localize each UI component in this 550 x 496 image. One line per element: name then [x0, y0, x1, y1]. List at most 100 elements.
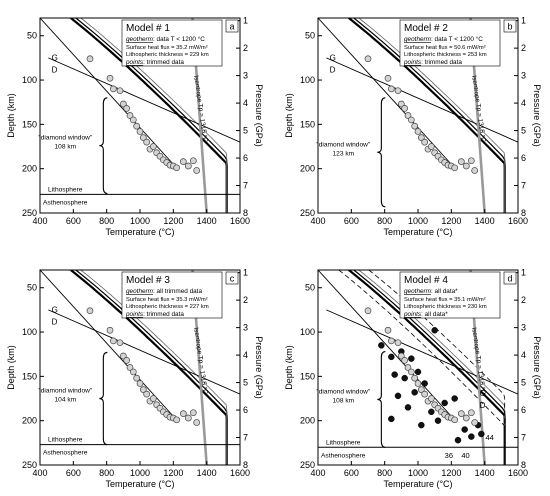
thickness-text: Lithospheric thickness = 253 km	[404, 52, 487, 58]
diamond-window-brace	[99, 351, 108, 446]
diamond-window-depth: 104 km	[55, 397, 77, 404]
extra-data-point	[434, 417, 442, 424]
xenolith-data-point	[387, 85, 395, 93]
xenolith-data-point	[119, 352, 127, 360]
x-tick-label: 400	[32, 468, 47, 478]
xenolith-data-point	[139, 386, 147, 394]
diamond-window-label: "diamond window"	[38, 135, 92, 142]
diamond-window-label: "diamond window"	[38, 388, 92, 395]
xenolith-data-point	[471, 419, 479, 426]
p-tick-label: 4	[521, 98, 526, 108]
p-tick-label: 1	[521, 268, 526, 278]
xenolith-data-point	[179, 410, 187, 417]
x-tick-label: 400	[32, 216, 47, 226]
xenolith-data-point	[417, 386, 425, 394]
geotherm-number: 36	[445, 451, 453, 460]
diamond-window-label: "diamond window"	[316, 388, 370, 395]
extra-data-point	[418, 421, 425, 429]
panel-letter-box	[225, 271, 239, 285]
asthenosphere-label: Asthenosphere	[43, 199, 88, 206]
geotherm-text: : all data*	[431, 288, 458, 295]
p-tick-label: 6	[243, 153, 248, 163]
y-tick-label: 250	[22, 208, 37, 218]
y-tick-label: 100	[300, 75, 315, 85]
geotherm-curve-bound	[358, 18, 506, 213]
thickness-text: Lithospheric thickness = 229 km	[126, 52, 209, 58]
extra-data-point	[394, 392, 402, 400]
extra-data-point	[468, 433, 475, 440]
graphite-diamond-line	[326, 57, 518, 143]
xenolith-data-point	[451, 416, 459, 424]
extra-data-point	[428, 408, 435, 416]
diamond-window-brace	[377, 350, 386, 448]
x-tick-label: 1600	[508, 468, 528, 478]
xenolith-data-point	[384, 326, 392, 334]
geotherm-number: 40	[461, 451, 469, 460]
diamond-window-depth: 123 km	[333, 150, 355, 157]
geotherm-curve-bound	[80, 270, 228, 465]
xenolith-data-point	[106, 74, 114, 82]
y-axis-title: Depth (km)	[6, 345, 16, 390]
y-tick-label: 150	[22, 371, 37, 381]
xenolith-data-point	[129, 116, 137, 124]
xenolith-data-point	[123, 357, 131, 364]
y-axis-title: Depth (km)	[284, 345, 294, 390]
x-tick-label: 600	[344, 468, 359, 478]
xenolith-data-point	[397, 352, 405, 360]
points-line: points: trimmed data	[403, 59, 462, 66]
xenolith-data-point	[109, 337, 117, 345]
geotherm-line: geotherm: all data*	[404, 288, 458, 295]
xenolith-data-point	[467, 157, 475, 165]
y-tick-label: 250	[300, 208, 315, 218]
xenolith-data-point	[126, 112, 134, 119]
xenolith-data-point	[414, 128, 422, 135]
points-line: points: all data*	[403, 311, 448, 318]
xenolith-data-point	[184, 414, 192, 422]
extra-data-point	[408, 355, 415, 362]
x-tick-label: 400	[310, 468, 325, 478]
x-axis-title: Temperature (°C)	[105, 479, 174, 489]
points-label: points	[403, 59, 422, 66]
extra-data-point	[378, 342, 385, 349]
x-tick-label: 800	[99, 216, 114, 226]
y-tick-label: 200	[22, 164, 37, 174]
xenolith-data-point	[451, 164, 459, 172]
y-axis-title: Depth (km)	[284, 93, 294, 138]
p-tick-label: 7	[243, 181, 248, 191]
y-tick-label: 100	[22, 327, 37, 337]
geotherm-label: geotherm	[126, 36, 154, 43]
plot-area	[40, 270, 240, 465]
xenolith-data-point	[401, 105, 409, 112]
diamond-label: D	[480, 401, 486, 410]
xenolith-data-point	[109, 85, 117, 93]
geotherm-label: geotherm	[404, 288, 432, 295]
xenolith-data-point	[471, 167, 479, 174]
geotherm-line: geotherm: data T < 1200 °C	[126, 35, 205, 43]
xenolith-data-point	[189, 157, 197, 165]
x-tick-label: 1000	[130, 216, 150, 226]
chart-panel-b: 400 600 800 1000 1200 1400 1600 50 100 150 200 250 1…	[284, 16, 542, 237]
xenolith-data-point	[139, 134, 147, 142]
panel-letter: d	[507, 274, 512, 284]
extra-data-point	[451, 395, 458, 402]
xenolith-data-point	[457, 158, 465, 165]
xenolith-data-point	[467, 409, 475, 417]
p-tick-label: 5	[521, 378, 526, 388]
p-tick-label: 6	[243, 405, 248, 415]
y-tick-label: 150	[300, 119, 315, 129]
x-tick-label: 400	[310, 216, 325, 226]
diamond-label: D	[330, 66, 336, 75]
lithosphere-label: Lithosphere	[48, 186, 83, 193]
xenolith-data-point	[394, 87, 402, 95]
x-tick-label: 1400	[197, 216, 217, 226]
x-tick-label: 1200	[163, 468, 183, 478]
p-tick-label: 2	[521, 295, 526, 305]
asthenosphere-label: Asthenosphere	[43, 450, 88, 457]
x-tick-label: 600	[66, 468, 81, 478]
model-info-box	[121, 271, 223, 319]
graphite-label: G	[330, 54, 336, 63]
p-tick-label: 3	[243, 323, 248, 333]
thickness-text: Lithospheric thickness = 230 km	[404, 304, 487, 310]
graphite-label: G	[52, 306, 58, 315]
